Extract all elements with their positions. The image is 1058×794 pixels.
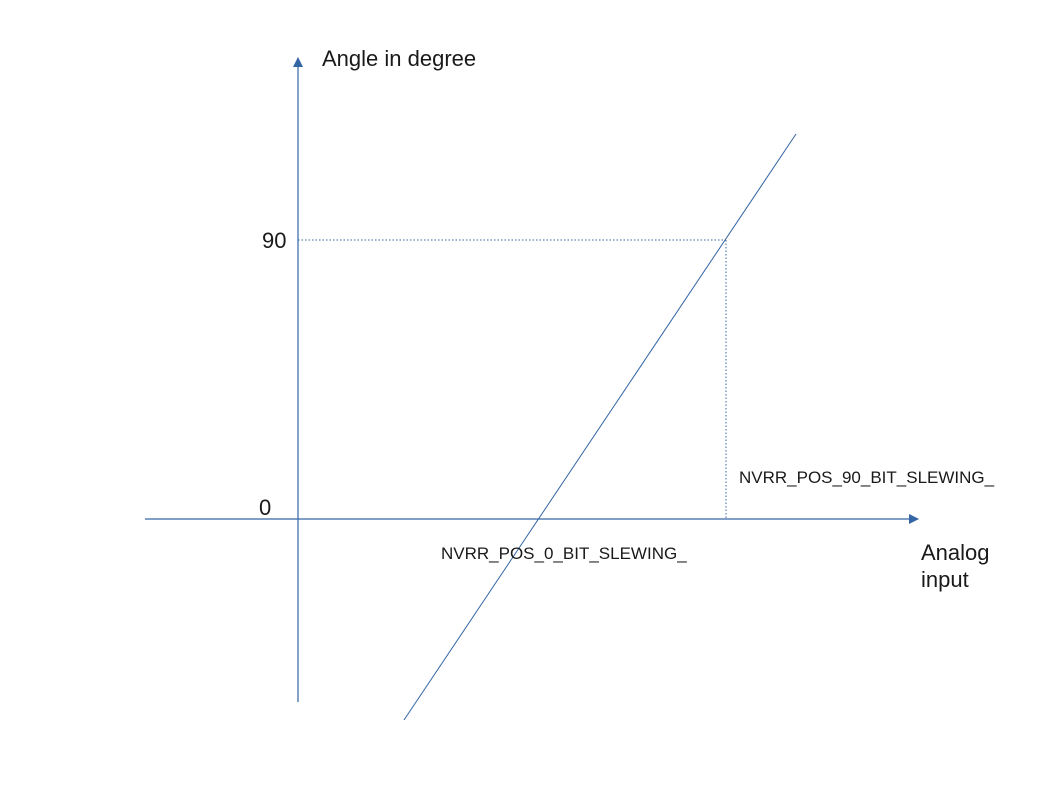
x-axis-label-line2: input	[921, 567, 969, 592]
y-tick-90: 90	[262, 228, 286, 253]
x-axis-label-line1: Analog	[921, 540, 990, 565]
pos-0-label: NVRR_POS_0_BIT_SLEWING_	[441, 544, 687, 563]
pos-90-label: NVRR_POS_90_BIT_SLEWING_	[739, 468, 995, 487]
transfer-line	[403, 133, 797, 721]
y-axis-label: Angle in degree	[322, 46, 476, 71]
y-tick-0: 0	[259, 495, 271, 520]
